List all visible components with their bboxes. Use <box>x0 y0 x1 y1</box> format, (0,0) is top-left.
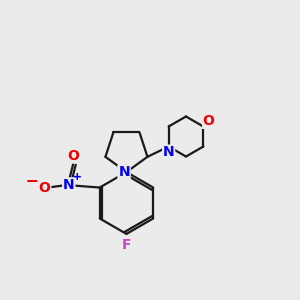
Text: N: N <box>118 165 130 179</box>
Text: O: O <box>67 149 79 163</box>
Text: N: N <box>63 178 75 192</box>
Text: N: N <box>163 146 175 159</box>
Text: O: O <box>39 181 50 194</box>
Text: O: O <box>39 181 50 194</box>
Text: −: − <box>26 174 39 189</box>
Text: F: F <box>122 238 131 252</box>
Text: N: N <box>63 178 75 192</box>
Text: +: + <box>73 172 81 182</box>
Text: F: F <box>122 238 131 252</box>
Text: O: O <box>203 114 214 128</box>
Text: N: N <box>163 146 175 159</box>
Text: N: N <box>118 165 130 179</box>
Text: +: + <box>73 172 81 182</box>
Text: −: − <box>26 174 39 189</box>
Text: O: O <box>67 149 79 163</box>
Text: O: O <box>203 114 214 128</box>
